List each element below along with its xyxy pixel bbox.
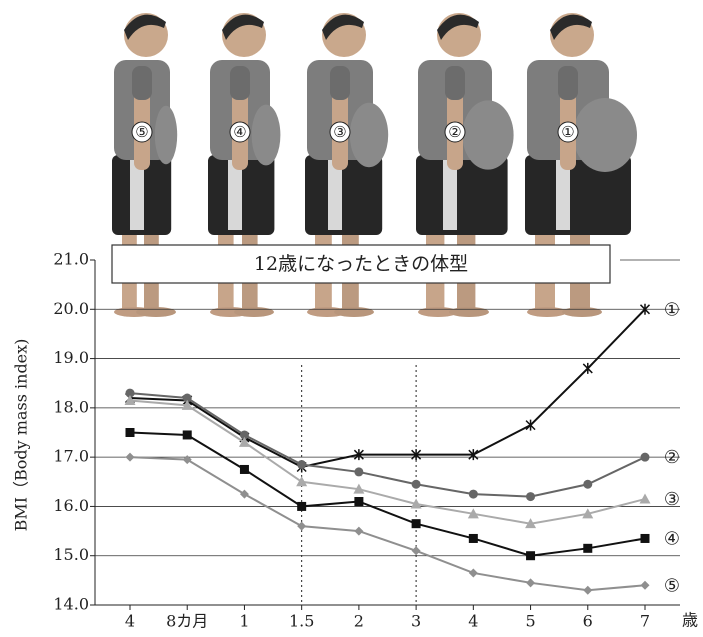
point bbox=[469, 534, 478, 543]
figure-label: ① bbox=[561, 123, 574, 141]
foot bbox=[562, 307, 602, 317]
figure-label: ⑤ bbox=[135, 123, 148, 141]
x-tick-label: 4 bbox=[125, 612, 135, 631]
series-label: ③ bbox=[664, 489, 680, 510]
sleeve bbox=[330, 66, 350, 100]
point bbox=[526, 492, 535, 501]
y-tick-label: 14.0 bbox=[53, 595, 89, 614]
x-tick-label: 5 bbox=[525, 612, 535, 631]
point bbox=[412, 546, 421, 555]
figure-label: ② bbox=[448, 123, 461, 141]
foot bbox=[136, 307, 176, 317]
point bbox=[583, 363, 592, 374]
point bbox=[469, 490, 478, 499]
series-line bbox=[130, 400, 645, 523]
series-line bbox=[130, 393, 645, 497]
point bbox=[641, 581, 650, 590]
figure-label: ③ bbox=[333, 123, 346, 141]
point bbox=[183, 430, 192, 439]
chart-title: 12歳になったときの体型 bbox=[254, 253, 468, 275]
point bbox=[526, 578, 535, 587]
belly bbox=[573, 98, 637, 172]
shorts-stripe bbox=[328, 160, 342, 230]
x-unit: 歳 bbox=[682, 611, 698, 630]
x-tick-label: 1 bbox=[239, 612, 249, 631]
point bbox=[354, 497, 363, 506]
shorts-stripe bbox=[556, 160, 570, 230]
y-tick-label: 20.0 bbox=[53, 299, 89, 318]
y-tick-label: 18.0 bbox=[53, 397, 89, 416]
point bbox=[297, 460, 306, 469]
point bbox=[641, 453, 650, 462]
foot bbox=[234, 307, 274, 317]
series-line bbox=[130, 309, 645, 467]
y-tick-label: 15.0 bbox=[53, 545, 89, 564]
x-tick-label: 8カ月 bbox=[166, 612, 208, 631]
shorts-stripe bbox=[443, 160, 457, 230]
point bbox=[297, 502, 306, 511]
point bbox=[526, 420, 535, 431]
y-tick-label: 17.0 bbox=[53, 447, 89, 466]
point bbox=[583, 480, 592, 489]
point bbox=[240, 465, 249, 474]
x-tick-label: 7 bbox=[640, 612, 650, 631]
y-axis-label: BMI（Body mass index) bbox=[12, 339, 31, 532]
point bbox=[640, 494, 651, 504]
figure-label: ④ bbox=[233, 123, 246, 141]
x-tick-label: 3 bbox=[411, 612, 421, 631]
point bbox=[469, 568, 478, 577]
point bbox=[583, 544, 592, 553]
point bbox=[583, 586, 592, 595]
point bbox=[183, 455, 192, 464]
belly bbox=[462, 100, 513, 169]
y-tick-label: 19.0 bbox=[53, 348, 89, 367]
belly bbox=[252, 105, 281, 166]
point bbox=[354, 467, 363, 476]
series-line bbox=[130, 433, 645, 556]
sleeve bbox=[132, 66, 152, 100]
x-tick-label: 1.5 bbox=[289, 612, 314, 631]
foot bbox=[334, 307, 374, 317]
series-label: ⑤ bbox=[664, 575, 680, 596]
point bbox=[126, 428, 135, 437]
point bbox=[297, 522, 306, 531]
chart: ⑤④③②① 12歳になったときの体型 BMI（Body mass index) … bbox=[0, 0, 703, 633]
x-tick-label: 6 bbox=[583, 612, 593, 631]
point bbox=[641, 534, 650, 543]
x-tick-label: 2 bbox=[354, 612, 364, 631]
sleeve bbox=[445, 66, 465, 100]
point bbox=[240, 490, 249, 499]
point bbox=[526, 551, 535, 560]
foot bbox=[449, 307, 489, 317]
series-label: ① bbox=[664, 299, 680, 320]
series-label: ② bbox=[664, 447, 680, 468]
x-tick-label: 4 bbox=[468, 612, 478, 631]
sleeve bbox=[230, 66, 250, 100]
sleeve bbox=[558, 66, 578, 100]
y-tick-label: 16.0 bbox=[53, 496, 89, 515]
series-label: ④ bbox=[664, 528, 680, 549]
shorts-stripe bbox=[228, 160, 242, 230]
point bbox=[354, 527, 363, 536]
point bbox=[412, 519, 421, 528]
point bbox=[126, 453, 135, 462]
shorts-stripe bbox=[130, 160, 144, 230]
belly bbox=[350, 103, 388, 167]
belly bbox=[155, 106, 177, 164]
y-tick-label: 21.0 bbox=[53, 250, 89, 269]
foot bbox=[527, 307, 567, 317]
point bbox=[412, 480, 421, 489]
